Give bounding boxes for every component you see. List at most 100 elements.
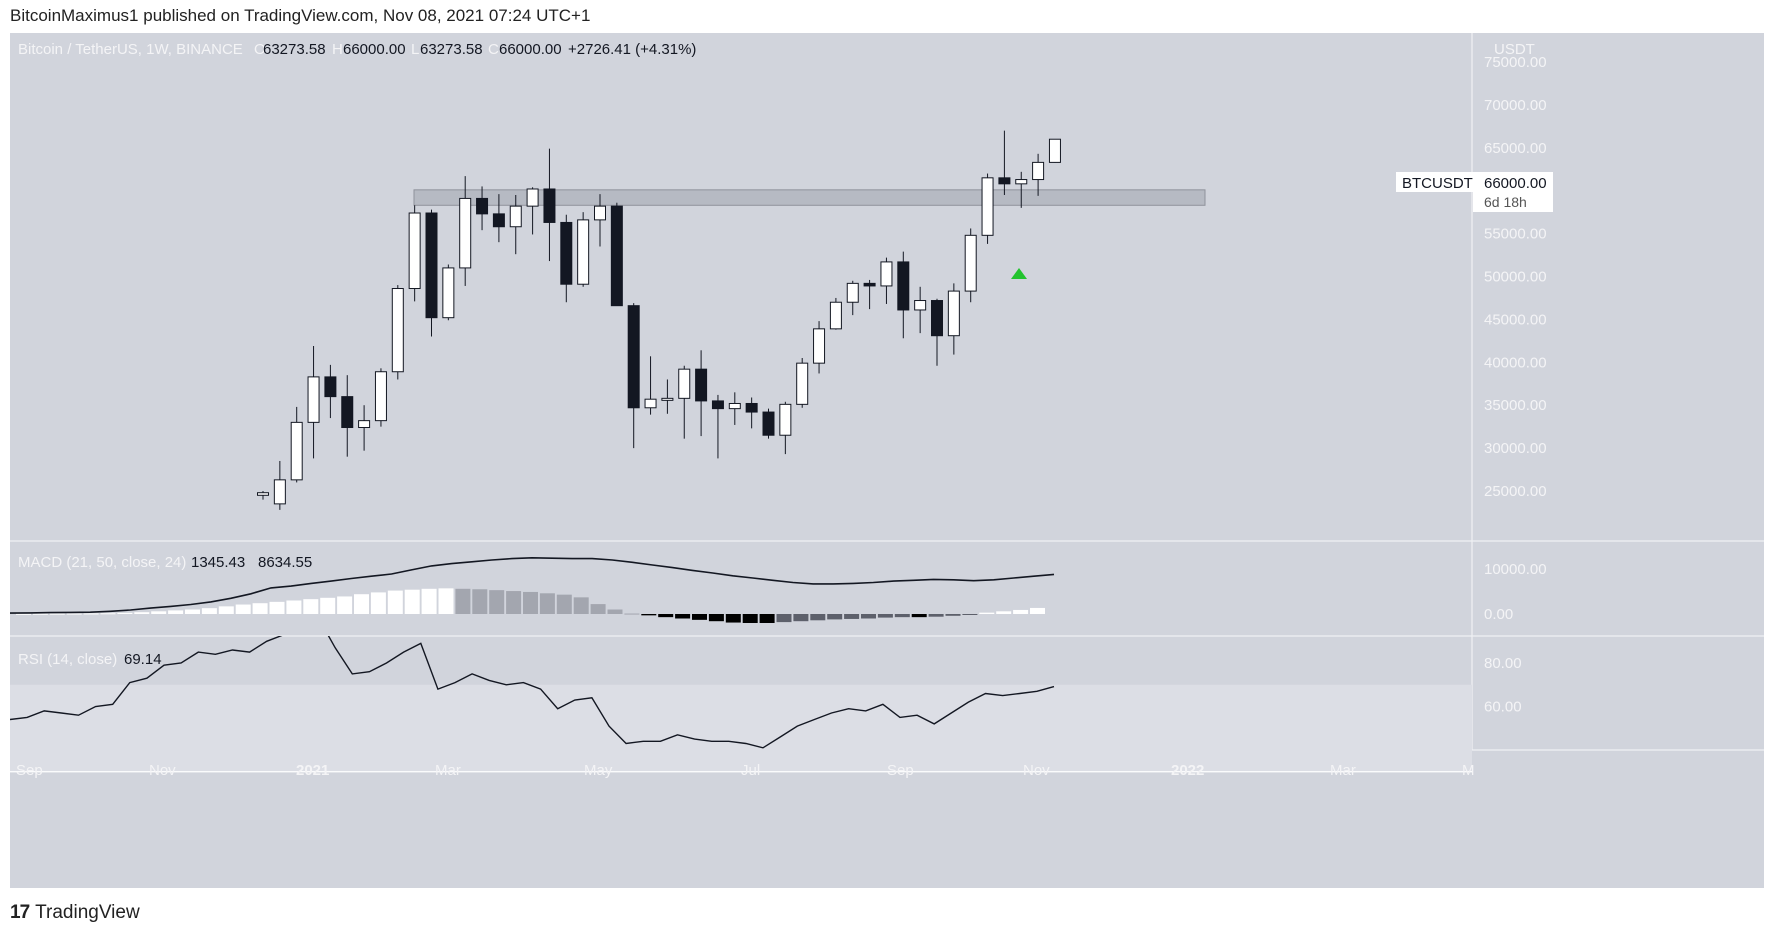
candle-body: [391, 288, 404, 373]
candle-body: [341, 396, 354, 429]
candle: [796, 358, 809, 408]
price-tag-value: 66000.00: [1484, 175, 1547, 192]
macd-histogram-bar: [607, 609, 623, 614]
support-zone-layer: [413, 189, 1206, 206]
candle: [829, 297, 842, 330]
price-tick: 50000.00: [1484, 269, 1547, 286]
author-name[interactable]: BitcoinMaximus1: [10, 6, 139, 25]
close-label: C: [488, 41, 499, 58]
price-tick: 55000.00: [1484, 226, 1547, 243]
candle-body: [425, 212, 438, 319]
macd-histogram-bar: [793, 614, 809, 622]
low-label: L: [411, 41, 419, 58]
candle-body: [846, 282, 859, 303]
candle-body: [273, 479, 286, 505]
macd-histogram-bar: [218, 606, 234, 614]
rsi-axis-tick: 80.00: [1484, 655, 1522, 672]
macd-histogram-bar: [692, 614, 707, 620]
tradingview-chart[interactable]: 80000.0075000.0070000.0065000.0060000.00…: [9, 11, 1764, 888]
macd-histogram-bar: [573, 597, 589, 614]
macd-line: [9, 556, 1055, 614]
candle-body: [324, 376, 337, 398]
candle-body: [947, 290, 960, 337]
candle-body: [577, 219, 590, 285]
chart-frame[interactable]: 80000.0075000.0070000.0065000.0060000.00…: [9, 11, 1764, 888]
currency-label: USDT: [1494, 41, 1535, 58]
time-axis-label: Sep: [16, 762, 43, 779]
rsi-label: RSI (14, close): [18, 651, 117, 668]
open-label: O: [254, 41, 266, 58]
candle: [931, 298, 943, 366]
candle-body: [358, 420, 371, 429]
candle: [813, 321, 826, 374]
macd-histogram-bar: [506, 591, 522, 614]
macd-histogram-bar: [742, 614, 758, 623]
candle-body: [964, 234, 977, 292]
time-axis-label: 2021: [296, 762, 329, 779]
candle: [627, 303, 640, 449]
candle-body: [897, 261, 910, 311]
candle: [880, 257, 893, 304]
candle: [543, 148, 556, 262]
candle: [459, 176, 472, 286]
candle: [711, 394, 724, 459]
candle-body: [914, 300, 927, 311]
macd-histogram-bar: [708, 614, 724, 622]
candle: [476, 186, 489, 231]
candle: [863, 279, 876, 310]
candle: [341, 375, 354, 457]
candle: [661, 379, 674, 414]
rsi-band: [10, 684, 1472, 772]
candle-body: [711, 400, 724, 410]
candle: [745, 397, 758, 429]
macd-hist-value: 1345.43: [191, 554, 245, 571]
macd-histogram-bar: [641, 614, 657, 616]
candle: [846, 280, 859, 316]
macd-histogram-bar: [894, 614, 910, 618]
change-value: +2726.41 (+4.31%): [568, 41, 696, 58]
macd-histogram-bar: [945, 614, 961, 616]
time-axis-label: Nov: [1023, 762, 1050, 779]
candle-body: [307, 376, 320, 423]
candle: [391, 285, 404, 380]
candle-body: [880, 261, 893, 287]
high-label: H: [332, 41, 343, 58]
macd-histogram-bar: [658, 614, 674, 618]
macd-axis-tick: 10000.00: [1484, 561, 1547, 578]
candle-body: [476, 197, 489, 215]
macd-histogram-bar: [168, 610, 184, 614]
candle: [594, 194, 606, 247]
time-axis-label: M: [1462, 762, 1475, 779]
price-tick: 25000.00: [1484, 483, 1547, 500]
candle: [964, 228, 977, 303]
candle: [324, 364, 337, 419]
macd-histogram-bar: [725, 614, 741, 623]
price-tick: 70000.00: [1484, 97, 1547, 114]
candle-body: [610, 205, 623, 307]
candle: [257, 491, 269, 500]
macd-histogram-bar: [269, 601, 285, 614]
macd-histogram-bar: [590, 604, 606, 614]
macd-histogram-bar: [320, 597, 336, 614]
candle-body: [745, 402, 758, 413]
macd-histogram-bar: [844, 614, 860, 619]
tradingview-footer[interactable]: 17 TradingView: [10, 902, 140, 924]
macd-histogram-bar: [877, 614, 893, 618]
candle: [1048, 138, 1061, 163]
candle-body: [408, 212, 421, 290]
candle: [560, 214, 573, 303]
candle: [1032, 153, 1045, 196]
support-resistance-zone[interactable]: [413, 189, 1206, 206]
last-price-tag[interactable]: BTCUSDT 66000.00 6d 18h: [1396, 172, 1553, 212]
close-value: 66000.00: [499, 41, 562, 58]
macd-histogram-bar: [979, 612, 995, 614]
candle-body: [863, 282, 876, 287]
candle: [762, 408, 775, 439]
macd-label: MACD (21, 50, close, 24): [18, 554, 186, 571]
macd-histogram-bar: [100, 613, 116, 615]
macd-histogram-bar: [49, 613, 65, 615]
low-value: 63273.58: [420, 41, 483, 58]
macd-line-value: 8634.55: [258, 554, 312, 571]
candle: [610, 202, 623, 307]
rsi-value: 69.14: [124, 651, 162, 668]
